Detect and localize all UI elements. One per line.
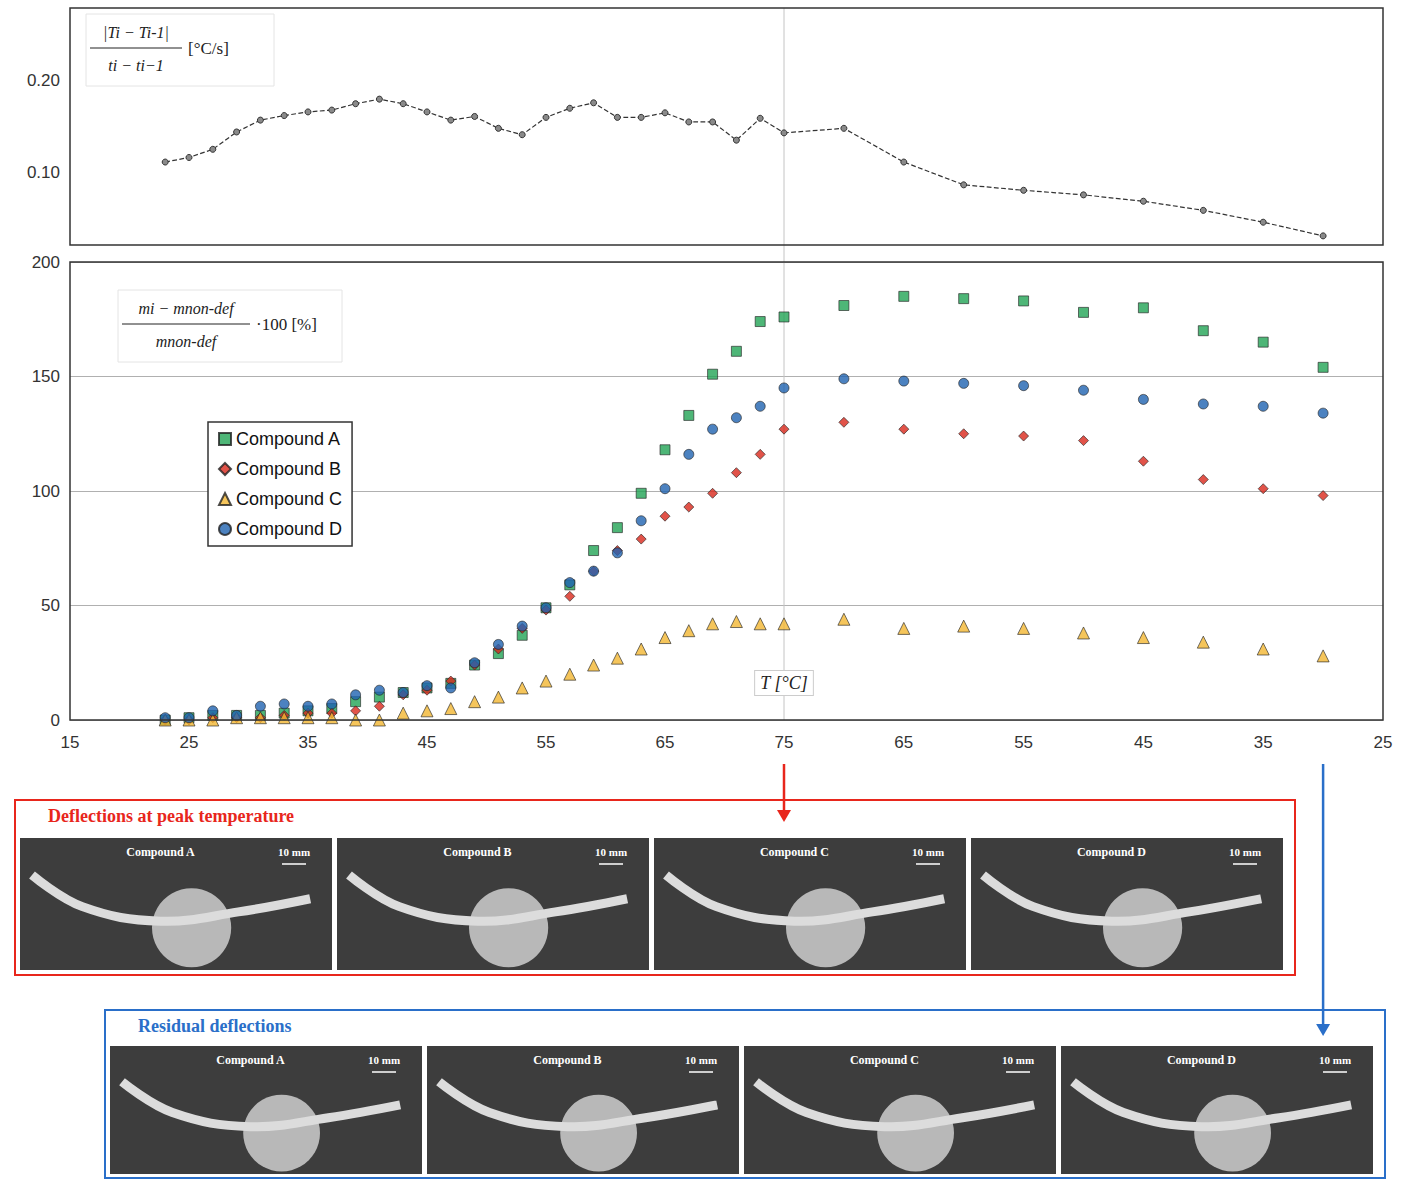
svg-text:150: 150 [32,367,60,386]
svg-text:Compound D: Compound D [236,519,342,539]
svg-text:Compound A: Compound A [216,1053,285,1067]
svg-text:0.10: 0.10 [27,163,60,182]
svg-text:25: 25 [1374,733,1393,752]
svg-text:Deflections at peak temperatur: Deflections at peak temperature [48,806,294,826]
svg-text:75: 75 [775,733,794,752]
svg-text:·100 [%]: ·100 [%] [256,315,317,334]
svg-text:Residual deflections: Residual deflections [138,1016,292,1036]
svg-text:mi − mnon-def: mi − mnon-def [138,300,236,318]
svg-text:0.20: 0.20 [27,71,60,90]
svg-text:Compound C: Compound C [760,845,829,859]
svg-text:55: 55 [1014,733,1033,752]
svg-text:45: 45 [1134,733,1153,752]
svg-text:T [°C]: T [°C] [760,673,807,693]
svg-text:10 mm: 10 mm [1002,1054,1034,1066]
svg-text:35: 35 [299,733,318,752]
svg-text:Compound B: Compound B [533,1053,601,1067]
svg-text:45: 45 [418,733,437,752]
svg-text:Compound A: Compound A [236,429,340,449]
svg-text:mnon-def: mnon-def [156,333,219,351]
svg-text:10 mm: 10 mm [595,846,627,858]
svg-text:Compound D: Compound D [1167,1053,1236,1067]
svg-text:[°C/s]: [°C/s] [188,39,229,58]
svg-text:ti − ti−1: ti − ti−1 [108,57,163,74]
svg-text:25: 25 [180,733,199,752]
svg-text:10 mm: 10 mm [1319,1054,1351,1066]
svg-text:Compound C: Compound C [236,489,342,509]
svg-text:0: 0 [51,711,60,730]
svg-text:50: 50 [41,596,60,615]
svg-text:200: 200 [32,253,60,272]
svg-text:Compound D: Compound D [1077,845,1146,859]
svg-text:35: 35 [1254,733,1273,752]
svg-text:55: 55 [537,733,556,752]
svg-text:10 mm: 10 mm [1229,846,1261,858]
svg-text:|Ti − Ti-1|: |Ti − Ti-1| [103,24,169,42]
svg-text:15: 15 [61,733,80,752]
svg-text:Compound B: Compound B [443,845,511,859]
svg-text:65: 65 [656,733,675,752]
svg-text:10 mm: 10 mm [368,1054,400,1066]
svg-text:Compound C: Compound C [850,1053,919,1067]
svg-text:65: 65 [894,733,913,752]
svg-text:10 mm: 10 mm [278,846,310,858]
svg-text:10 mm: 10 mm [912,846,944,858]
svg-text:Compound A: Compound A [126,845,195,859]
svg-text:10 mm: 10 mm [685,1054,717,1066]
svg-text:100: 100 [32,482,60,501]
svg-text:Compound B: Compound B [236,459,341,479]
